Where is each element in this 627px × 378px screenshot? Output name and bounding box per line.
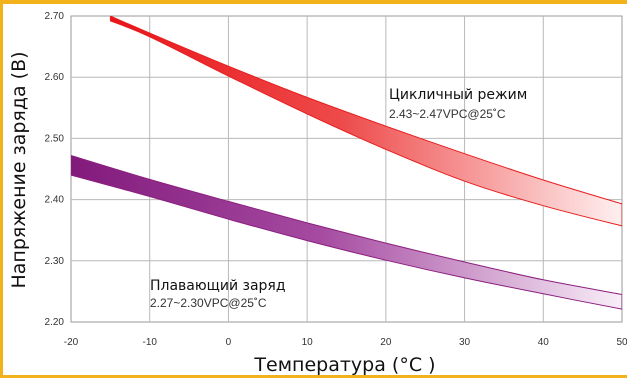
frame-left-border	[0, 0, 3, 378]
x-tick-labels: -20 -10 0 10 20 30 40 50	[64, 337, 627, 348]
y-axis-title: Напряжение заряда (В)	[8, 51, 30, 288]
y-tick-label: 2.60	[45, 72, 65, 83]
x-tick-label: 0	[226, 337, 232, 348]
frame-bottom-border	[0, 375, 627, 378]
frame-top-border	[0, 0, 627, 4]
cyclic-mode-spec: 2.43~2.47VPC@25˚C	[389, 107, 506, 121]
x-tick-label: -20	[64, 337, 79, 348]
float-charge-spec: 2.27~2.30VPC@25˚C	[150, 296, 267, 310]
x-tick-label: 20	[380, 337, 392, 348]
plot-border	[70, 15, 623, 323]
y-tick-label: 2.20	[45, 317, 65, 328]
cyclic-mode-label: Цикличный режим	[389, 87, 527, 103]
x-tick-label: 10	[302, 337, 314, 348]
cyclic-mode-band	[109, 16, 622, 227]
series-bands	[71, 16, 622, 310]
float-charge-band	[71, 154, 622, 310]
x-tick-label: 30	[459, 337, 471, 348]
x-axis-title: Температура (°C )	[253, 354, 435, 376]
y-tick-label: 2.70	[45, 11, 65, 22]
grid-lines	[70, 15, 623, 323]
y-tick-label: 2.50	[45, 133, 65, 144]
y-tick-label: 2.30	[45, 256, 65, 267]
x-tick-label: 50	[616, 337, 627, 348]
x-tick-label: 40	[538, 337, 550, 348]
y-tick-labels: 2.20 2.30 2.40 2.50 2.60 2.70	[45, 11, 65, 328]
x-tick-label: -10	[142, 337, 157, 348]
float-charge-label: Плавающий заряд	[150, 278, 286, 294]
y-tick-label: 2.40	[45, 195, 65, 206]
